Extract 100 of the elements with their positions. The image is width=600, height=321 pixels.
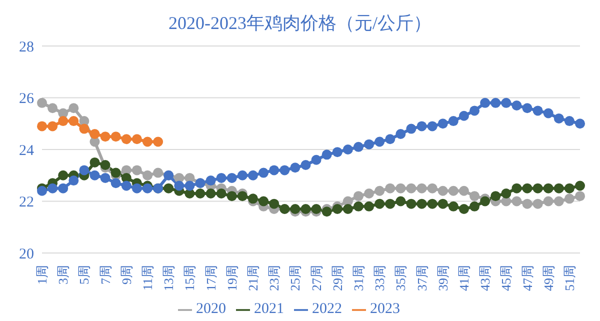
point [396,183,406,194]
point [364,188,374,198]
point [322,206,332,217]
point [427,183,438,194]
x-tick-label: 1周 [34,265,50,284]
point [216,188,226,198]
point [90,170,100,180]
point [195,188,206,198]
point [522,103,532,114]
point [311,154,322,165]
point [132,183,142,194]
point [132,165,142,176]
point [374,186,385,196]
x-tick-label: 29周 [330,265,345,291]
point [48,121,58,132]
point [458,186,469,196]
point [100,160,110,170]
point [37,98,47,108]
point [438,118,448,129]
point [322,150,332,160]
point [174,180,184,191]
point [385,198,396,209]
point [300,160,311,170]
point [332,204,342,214]
x-tick-label: 39周 [435,265,450,291]
point [406,183,416,194]
point [438,198,448,209]
point [480,98,490,108]
point [269,198,280,209]
point [427,121,438,132]
x-tick-label: 25周 [288,265,303,291]
x-tick-label: 21周 [245,265,260,291]
point [142,183,152,194]
point [480,196,490,206]
point [522,198,532,209]
point [332,147,342,158]
x-tick-label: 51周 [562,265,577,291]
point [448,186,458,196]
point [438,186,448,196]
point [554,196,564,206]
point [68,103,79,114]
point [342,204,353,214]
point [142,170,152,180]
x-tick-label: 27周 [308,265,324,291]
point [501,188,512,198]
x-tick-label: 13周 [161,265,176,291]
legend-label: 2021 [254,301,284,317]
point [37,186,47,196]
point [164,183,174,194]
x-tick-label: 41周 [456,265,472,291]
point [543,108,554,118]
point [470,201,480,212]
y-tick-label: 28 [19,39,34,56]
point [575,118,585,129]
x-tick-label: 15周 [182,265,198,291]
point [342,144,353,154]
point [564,183,574,194]
point [512,196,522,206]
y-tick-label: 22 [19,194,34,211]
point [522,183,532,194]
y-tick-label: 24 [19,142,34,159]
point [142,136,152,147]
point [110,132,121,142]
point [353,201,364,212]
point [364,201,374,212]
point [543,183,554,194]
x-tick-label: 31周 [350,265,366,291]
legend-label: 2020 [196,301,226,317]
point [121,180,132,191]
point [58,183,68,194]
point [48,103,58,114]
point [248,194,258,204]
x-tick-label: 19周 [224,265,240,291]
x-tick-label: 23周 [266,265,282,291]
point [48,183,58,194]
point [490,191,501,202]
point [353,142,364,152]
point [226,191,237,202]
x-tick-label: 5周 [76,265,92,284]
point [512,183,522,194]
point [248,170,258,180]
point [100,132,110,142]
x-tick-label: 7周 [98,265,113,284]
point [543,196,554,206]
point [110,168,121,178]
point [385,134,396,144]
point [490,98,501,108]
point [237,191,248,202]
x-tick-label: 17周 [203,265,218,291]
point [448,201,458,212]
point [554,113,564,124]
x-tick-label: 43周 [478,265,493,291]
point [448,116,458,126]
point [90,128,100,139]
x-tick-label: 33周 [372,265,388,291]
legend-label: 2022 [312,301,342,317]
point [153,136,164,147]
point [575,191,585,202]
point [280,165,290,176]
x-tick-label: 11周 [140,265,155,291]
